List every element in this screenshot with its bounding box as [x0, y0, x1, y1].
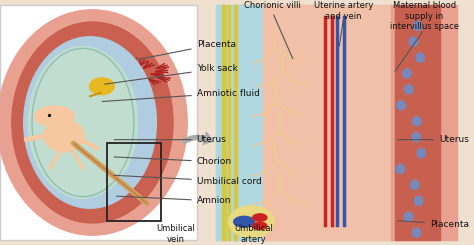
Ellipse shape	[412, 117, 421, 126]
Bar	[391, 5, 457, 240]
Ellipse shape	[405, 85, 413, 94]
Ellipse shape	[28, 47, 137, 198]
Ellipse shape	[90, 78, 114, 95]
Text: Placenta: Placenta	[398, 220, 469, 229]
Text: Amniotic fluid: Amniotic fluid	[102, 89, 260, 101]
Ellipse shape	[44, 120, 84, 152]
Bar	[0, 5, 197, 240]
Bar	[216, 5, 457, 240]
Text: Uterine artery
and vein: Uterine artery and vein	[314, 1, 374, 21]
Bar	[216, 5, 263, 240]
Ellipse shape	[12, 22, 173, 223]
Text: Uterus: Uterus	[114, 135, 227, 144]
Ellipse shape	[409, 37, 418, 46]
Ellipse shape	[403, 69, 411, 78]
Ellipse shape	[228, 206, 274, 238]
Text: Yolk sack: Yolk sack	[105, 64, 237, 84]
Text: Umbilical
artery: Umbilical artery	[234, 224, 273, 244]
Ellipse shape	[417, 148, 426, 158]
Ellipse shape	[412, 133, 420, 142]
Bar	[395, 5, 440, 240]
Text: Umbilical cord: Umbilical cord	[114, 175, 262, 186]
Text: Amnion: Amnion	[117, 196, 231, 205]
Ellipse shape	[410, 180, 419, 190]
Text: Maternal blood
supply in
intervillus space: Maternal blood supply in intervillus spa…	[390, 1, 459, 31]
Bar	[234, 5, 237, 240]
Ellipse shape	[0, 10, 187, 235]
Bar	[263, 5, 391, 240]
Ellipse shape	[412, 228, 421, 237]
Text: Chorionic villi: Chorionic villi	[244, 1, 301, 10]
Text: Chorion: Chorion	[114, 157, 232, 166]
Circle shape	[234, 216, 255, 227]
Ellipse shape	[414, 196, 423, 206]
Circle shape	[253, 214, 267, 221]
Bar	[107, 143, 161, 220]
Ellipse shape	[416, 53, 424, 62]
Ellipse shape	[413, 21, 422, 30]
FancyArrowPatch shape	[182, 132, 212, 145]
Ellipse shape	[397, 101, 405, 110]
Bar	[228, 5, 230, 240]
Text: Uterus: Uterus	[398, 135, 469, 144]
Ellipse shape	[404, 212, 413, 221]
Ellipse shape	[24, 37, 156, 208]
Circle shape	[35, 106, 74, 127]
Bar	[222, 5, 226, 240]
Ellipse shape	[396, 164, 405, 174]
Text: Umbilical
vein: Umbilical vein	[156, 224, 195, 244]
Circle shape	[253, 222, 267, 230]
Text: Placenta: Placenta	[138, 40, 236, 60]
